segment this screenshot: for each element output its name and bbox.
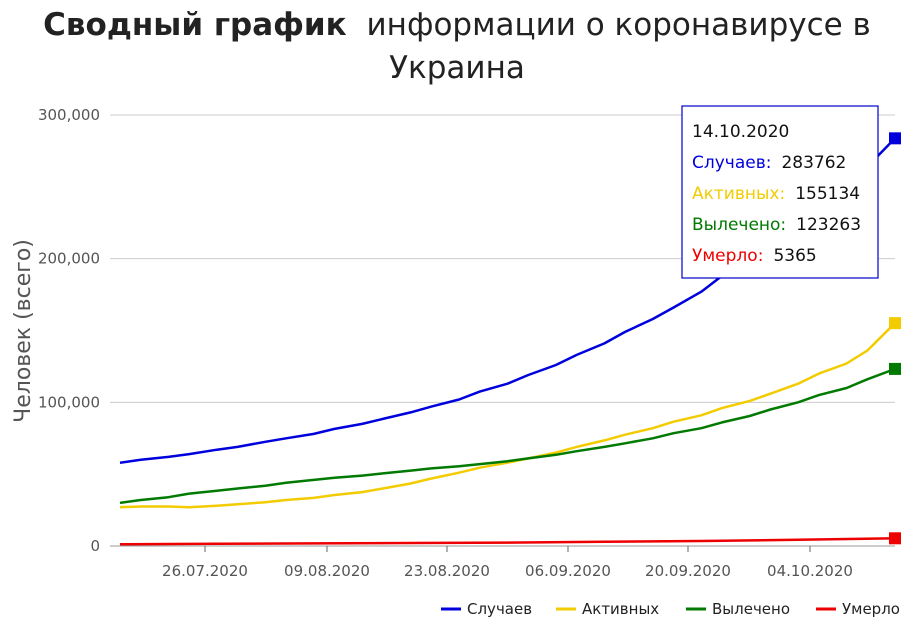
chart-title-line2: Украина [389, 50, 525, 86]
x-tick-label: 04.10.2020 [767, 562, 853, 580]
tooltip-row-label: Умерло: [692, 246, 763, 266]
tooltip-row: Случаев: 283762 [692, 153, 846, 173]
tooltip-row-value: 155134 [795, 184, 860, 204]
tooltip-row-label: Случаев: [692, 153, 771, 173]
series-line-2 [119, 322, 896, 509]
series-end-marker [889, 532, 901, 545]
tooltip-row-value: 5365 [773, 246, 816, 266]
chart-title-rest: информации о коронавирусе в [367, 7, 871, 43]
tooltip-row-label: Вылечено: [692, 215, 786, 235]
x-tick-label: 26.07.2020 [162, 562, 248, 580]
chart-title: Сводный график информации о коронавирусе… [43, 7, 871, 43]
series-end-marker [889, 362, 901, 375]
tooltip-box [681, 105, 879, 279]
y-tick-label: 0 [90, 537, 100, 555]
tooltip-row-label: Активных: [692, 184, 785, 204]
series-line-3 [119, 367, 896, 505]
y-tick-label: 100,000 [38, 393, 100, 411]
x-tick-layer: 26.07.2020 09.08.2020 23.08.2020 06.09.2020… [162, 546, 853, 580]
tooltip-row: Вылечено: 123263 [692, 215, 861, 235]
tooltip-row: Умерло: 5365 [692, 246, 817, 266]
y-axis-label: Человек (всего) [11, 239, 36, 423]
series-end-marker [889, 132, 901, 145]
x-tick-label: 06.09.2020 [525, 562, 611, 580]
x-tick-label: 20.09.2020 [645, 562, 731, 580]
x-tick-label: 09.08.2020 [284, 562, 370, 580]
tooltip-row-value: 123263 [796, 215, 861, 235]
y-tick-layer: 0 100,000 200,000 300,000 [38, 106, 100, 555]
y-tick-label: 200,000 [38, 250, 100, 268]
tooltip-row: Активных: 155134 [692, 184, 860, 204]
legend-item-label: Умерло [842, 600, 900, 618]
y-tick-label: 300,000 [38, 106, 100, 124]
marker-layer [889, 132, 901, 545]
series-line-4 [119, 537, 896, 546]
tooltip-rows: Случаев: 283762 Активных: 155134 Вылечено: 12… [692, 153, 861, 266]
legend-item-label: Активных [582, 600, 659, 618]
chart-title-bold: Сводный график [43, 7, 347, 43]
tooltip-row-value: 283762 [781, 153, 846, 173]
x-tick-label: 23.08.2020 [404, 562, 490, 580]
tooltip-date: 14.10.2020 [692, 122, 789, 142]
legend: Случаев Активных Вылечено Умерло [441, 600, 900, 618]
legend-item-label: Случаев [467, 600, 532, 618]
legend-item-label: Вылечено [712, 600, 790, 618]
tooltip: 14.10.2020 Случаев: 283762 Активных: 155134… [681, 105, 879, 279]
series-end-marker [889, 317, 901, 330]
